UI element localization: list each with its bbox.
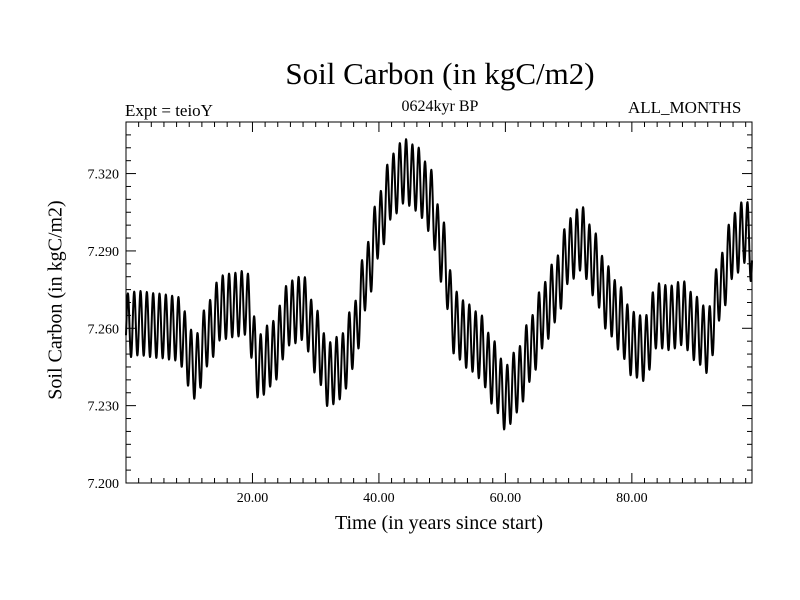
experiment-annotation: Expt = teioY (125, 101, 213, 120)
months-annotation: ALL_MONTHS (628, 98, 742, 117)
x-tick-label: 20.00 (237, 491, 269, 506)
x-tick-label: 80.00 (616, 491, 648, 506)
y-tick-label: 7.200 (88, 477, 120, 492)
y-tick-label: 7.320 (88, 168, 120, 183)
x-tick-label: 60.00 (490, 491, 522, 506)
y-tick-label: 7.290 (88, 245, 120, 260)
series-line-soil-carbon (125, 138, 753, 431)
y-tick-label: 7.230 (88, 400, 120, 415)
chart-subtitle: 0624kyr BP (401, 98, 479, 115)
plot-frame (125, 121, 753, 484)
x-axis-label: Time (in years since start) (334, 512, 544, 534)
x-tick-label: 40.00 (363, 491, 395, 506)
y-tick-label: 7.260 (88, 322, 120, 337)
chart-title: Soil Carbon (in kgC/m2) (285, 56, 595, 91)
